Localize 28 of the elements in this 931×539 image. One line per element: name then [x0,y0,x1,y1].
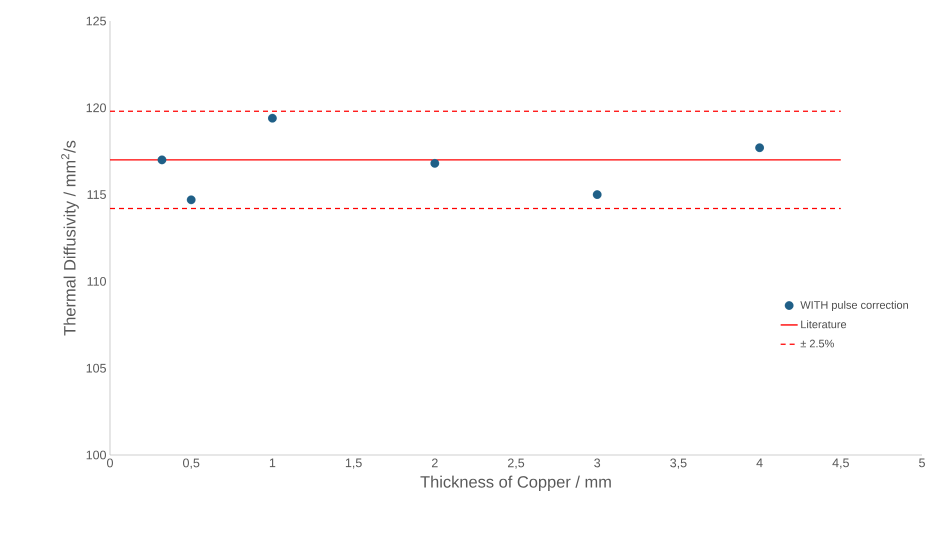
x-tick-label: 0,5 [183,458,200,469]
legend-label: Literature [801,320,846,328]
x-tick-label: 3 [594,458,600,468]
x-tick-label: 3,5 [670,458,687,469]
point [430,158,440,168]
legend-label: ± 2.5% [800,340,834,348]
x-tick-label: 2 [432,458,438,468]
x-tick-label: 1,5 [346,458,362,469]
x-tick-label: 4 [756,458,763,468]
y-tick-label: 115 [88,190,106,199]
x-tick-label: 2,5 [508,458,524,469]
y-tick-label: 100 [86,450,106,460]
x-tick-label: 1 [270,458,276,468]
x-tick-label: 4,5 [832,458,849,469]
y-tick-label: 110 [88,276,106,286]
y-tick-label: 125 [86,16,106,26]
point [268,114,277,123]
point [592,190,602,199]
x-axis-title: Thickness of Copper / mm [420,476,611,491]
point [755,143,764,152]
legend-label: WITH pulse correction [800,300,908,312]
y-tick-label: 120 [86,103,106,112]
x-tick-label: 5 [919,458,925,468]
point [186,195,196,204]
x-tick-label: 0 [107,458,113,468]
y-tick-label: 105 [86,364,106,373]
point [158,155,166,164]
y-axis-title: Thermal Diffusivity / mm$^{2}$/s [61,140,79,336]
